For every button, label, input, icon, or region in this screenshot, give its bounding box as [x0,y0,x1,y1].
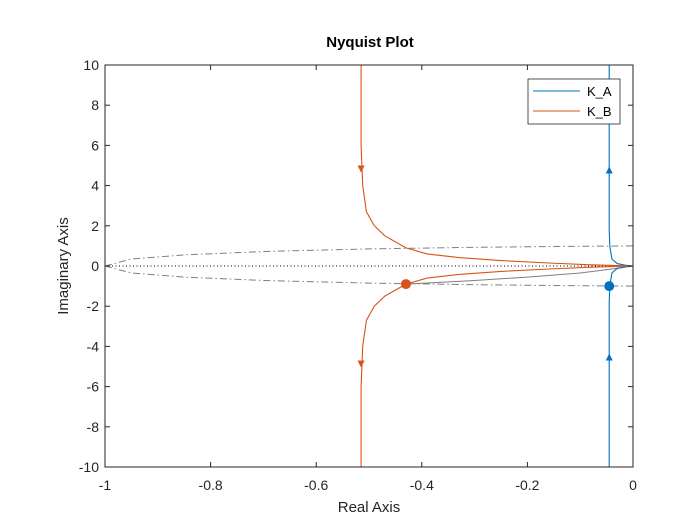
legend-label-k-a: K_A [587,84,612,99]
y-tick-label: -6 [87,379,100,395]
x-tick-label: -1 [99,477,112,493]
reference-curves [105,245,633,287]
x-tick-label: -0.4 [410,477,434,493]
series-marker-point [400,279,411,290]
y-axis-label: Imaginary Axis [55,217,72,315]
y-tick-label: 10 [83,57,99,73]
y-tick-label: -10 [79,459,99,475]
x-tick-label: -0.8 [199,477,223,493]
y-tick-label: 2 [91,218,99,234]
y-tick-label: 6 [91,137,99,153]
legend: K_A K_B [527,78,621,125]
y-tick-label: -2 [87,298,100,314]
y-tick-label: 8 [91,97,99,113]
series-line-lower [360,265,633,467]
chart-title: Nyquist Plot [326,34,414,51]
series-marker-point [604,281,615,292]
series-line-upper [608,65,633,267]
reference-curve [405,265,633,285]
direction-arrow [357,360,365,368]
reference-curve [105,245,633,267]
series-line-upper [360,65,633,267]
direction-arrow [605,166,613,174]
x-tick-label: 0 [629,477,637,493]
legend-label-k-b: K_B [587,104,612,119]
y-axis-ticks: -10 -8 -6 -4 -2 0 2 4 6 8 10 [79,57,633,475]
series-markers [357,165,615,368]
x-axis-ticks: -1 -0.8 -0.6 -0.4 -0.2 0 [99,65,637,493]
x-tick-label: -0.6 [304,477,328,493]
y-tick-label: -8 [87,419,100,435]
y-tick-label: 0 [91,258,99,274]
direction-arrow [605,353,613,361]
x-tick-label: -0.2 [515,477,539,493]
y-tick-label: -4 [87,338,100,354]
direction-arrow [357,165,365,173]
legend-box [527,78,621,125]
reference-curve [105,265,633,287]
y-tick-label: 4 [91,178,99,194]
x-axis-label: Real Axis [338,499,401,516]
